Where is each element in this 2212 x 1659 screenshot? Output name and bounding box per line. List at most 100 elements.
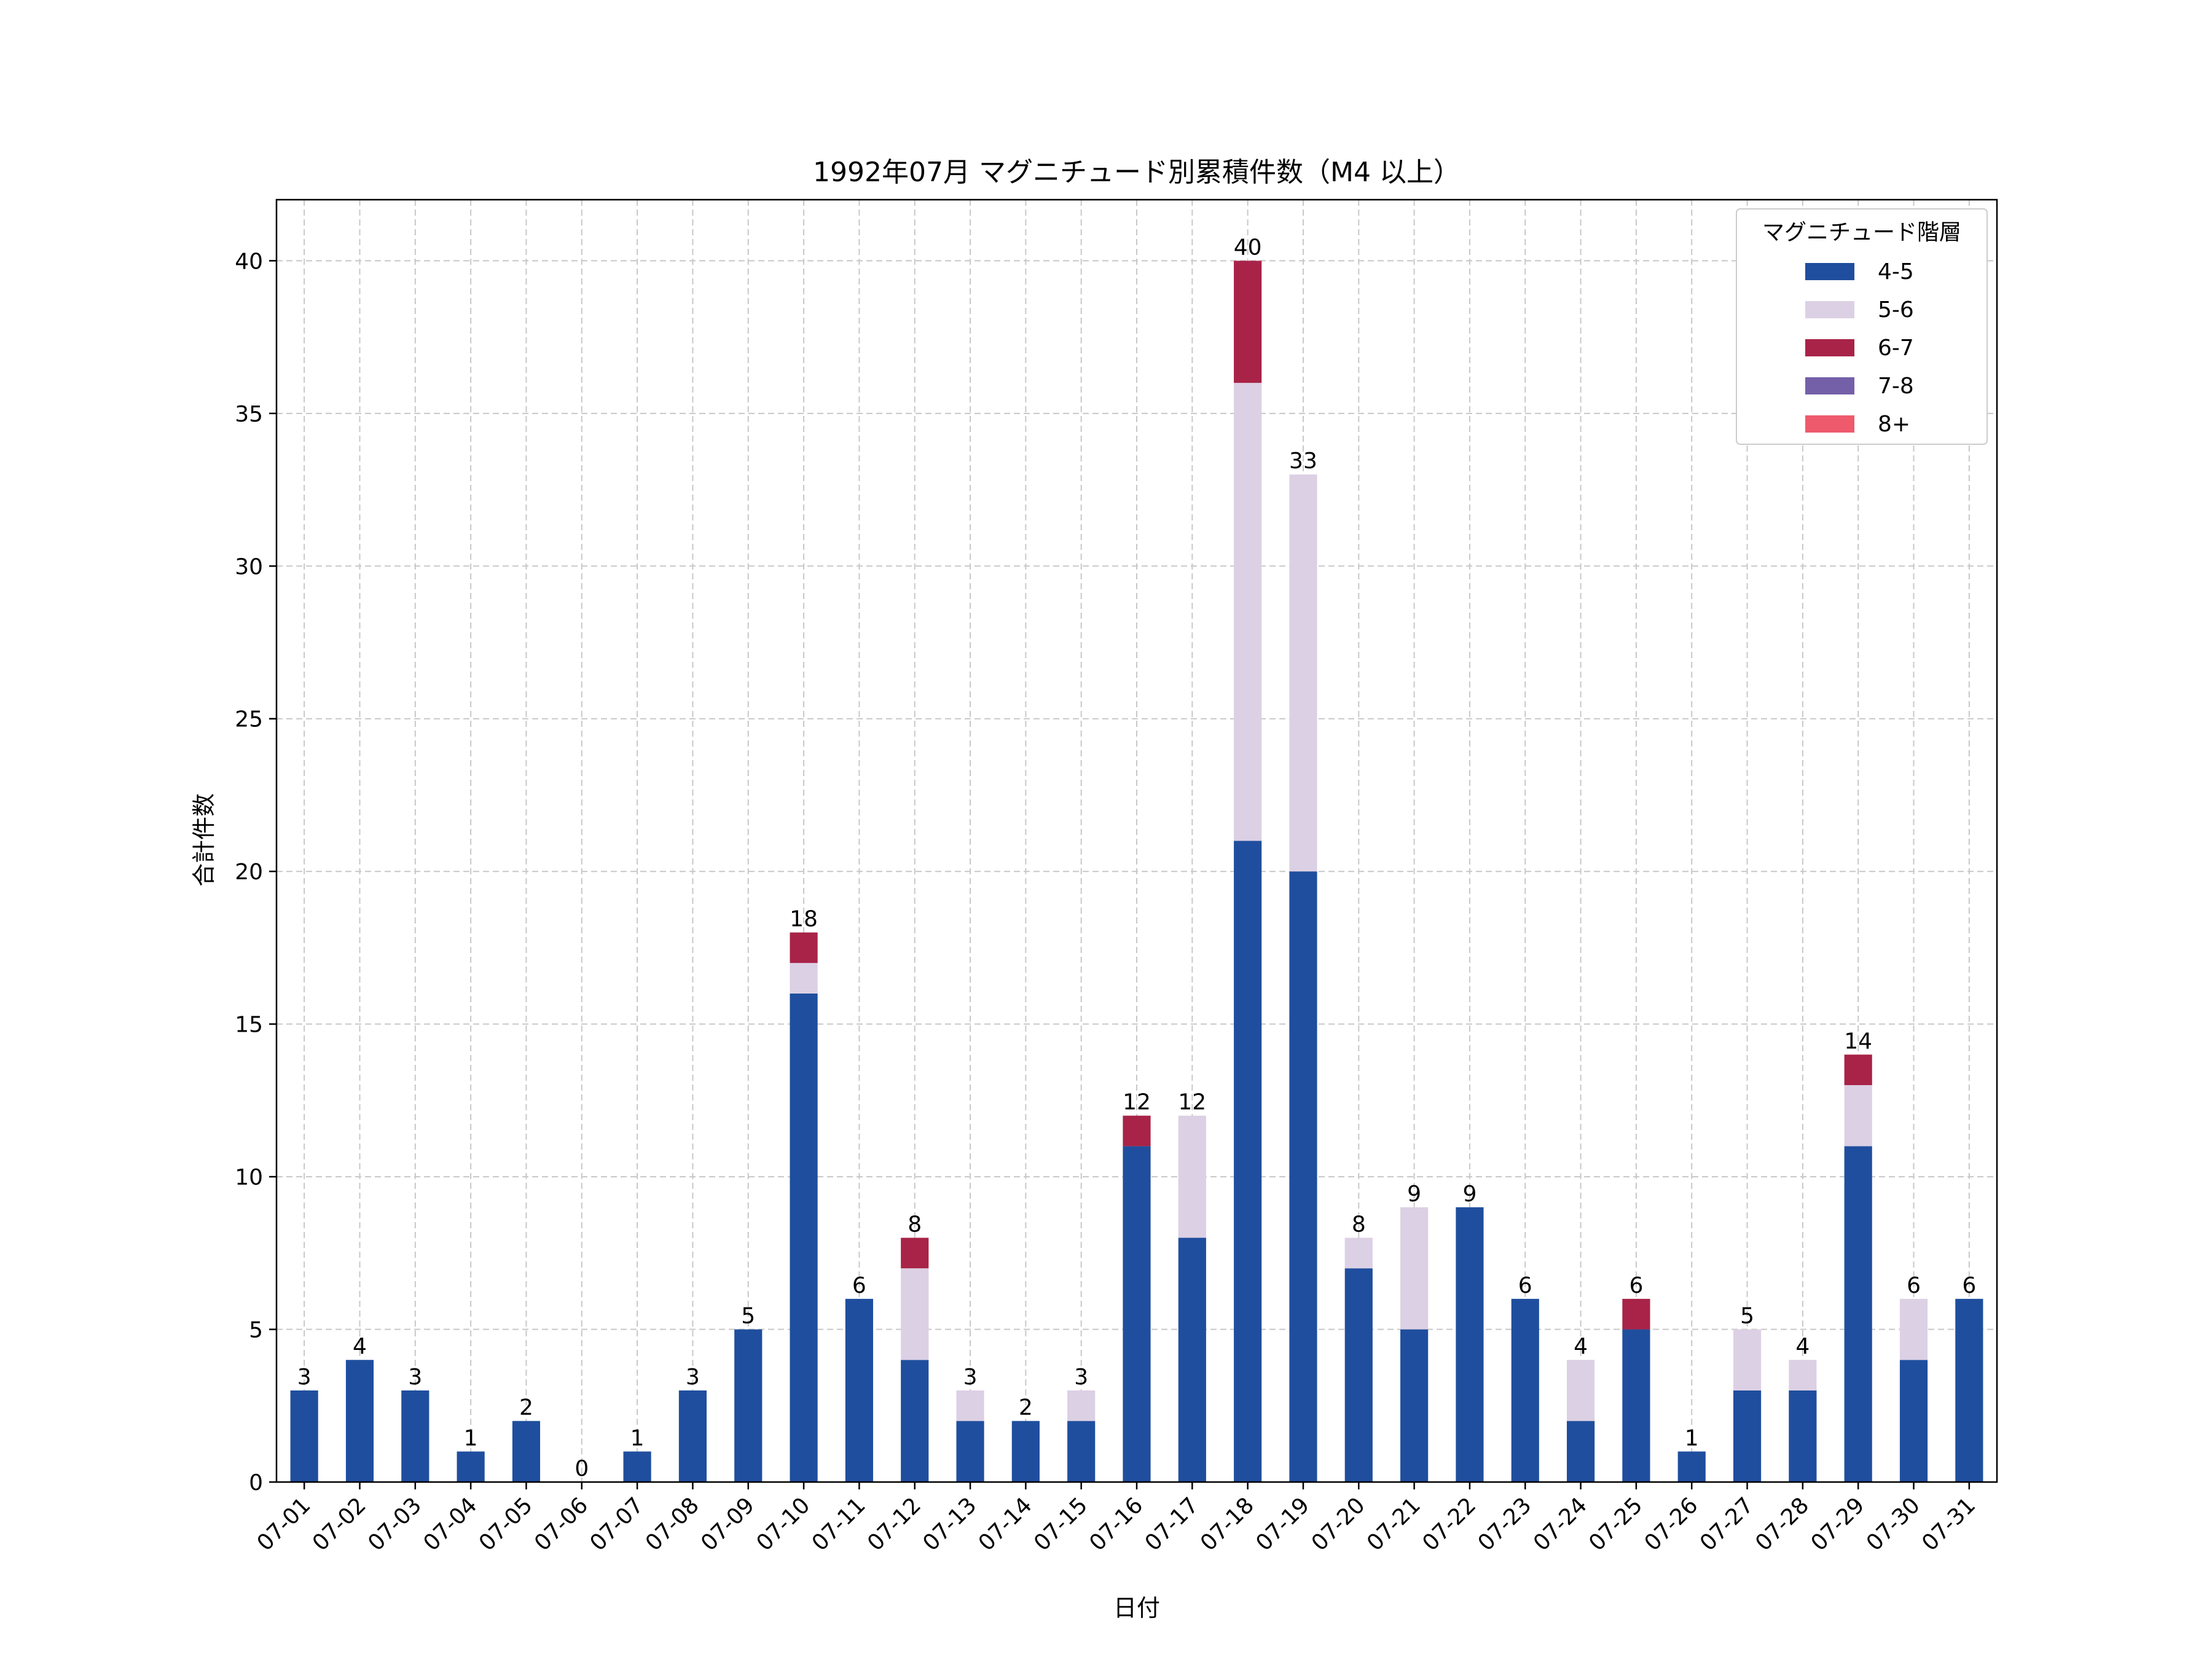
bar-segment — [1622, 1298, 1650, 1330]
bar-total-label: 6 — [1518, 1273, 1532, 1298]
bar-total-label: 9 — [1407, 1182, 1421, 1207]
bar-segment — [845, 1298, 873, 1482]
bar-segment — [1456, 1207, 1484, 1482]
bar-segment — [901, 1360, 929, 1482]
y-tick-label: 40 — [235, 249, 263, 274]
bar-segment — [901, 1268, 929, 1360]
bar-total-label: 3 — [963, 1365, 978, 1390]
bar-segment — [1567, 1360, 1595, 1421]
bar-segment — [1344, 1237, 1373, 1269]
bar-total-label: 12 — [1178, 1090, 1206, 1115]
bar-total-label: 1 — [630, 1426, 645, 1451]
bar-segment — [1178, 1237, 1206, 1482]
bar-total-label: 6 — [1907, 1273, 1921, 1298]
bar-segment — [1123, 1115, 1151, 1147]
bar-segment — [1899, 1360, 1928, 1482]
bar-segment — [1289, 474, 1317, 872]
bar-segment — [1844, 1054, 1872, 1086]
bar-segment — [1400, 1207, 1429, 1330]
legend-label: 4-5 — [1878, 259, 1914, 284]
bar-total-label: 2 — [1019, 1395, 1033, 1421]
y-tick-label: 10 — [235, 1165, 263, 1190]
bar-segment — [1567, 1421, 1595, 1482]
bar-segment — [1955, 1298, 1983, 1482]
bar-segment — [1733, 1329, 1762, 1390]
bar-total-label: 8 — [1352, 1212, 1366, 1237]
bar-total-label: 8 — [908, 1212, 922, 1237]
bar-segment — [1677, 1451, 1706, 1482]
bar-segment — [623, 1451, 651, 1482]
bar-total-label: 6 — [1962, 1273, 1976, 1298]
bar-segment — [956, 1390, 984, 1421]
bar-total-label: 3 — [408, 1365, 422, 1390]
legend-box — [1736, 208, 1988, 445]
bar-segment — [1234, 261, 1262, 383]
bar-segment — [1178, 1115, 1206, 1238]
bar-segment — [1844, 1085, 1872, 1147]
bar-total-label: 14 — [1844, 1029, 1872, 1054]
grid — [276, 200, 1997, 1483]
bar-segment — [512, 1421, 541, 1482]
bars — [290, 261, 1983, 1482]
legend-swatch — [1805, 339, 1854, 356]
legend-swatch — [1805, 263, 1854, 280]
chart-title: 1992年07月 マグニチュード別累積件数（M4 以上） — [813, 157, 1461, 188]
legend-label: 6-7 — [1878, 335, 1914, 361]
bar-segment — [1622, 1329, 1650, 1482]
bar-segment — [1899, 1298, 1928, 1360]
y-tick-label: 25 — [235, 707, 263, 732]
bar-segment — [1511, 1298, 1539, 1482]
bar-segment — [1733, 1390, 1762, 1482]
bar-total-label: 4 — [1574, 1334, 1588, 1359]
y-tick-label: 15 — [235, 1013, 263, 1038]
legend-swatch — [1805, 301, 1854, 318]
bar-segment — [1234, 383, 1262, 841]
y-axis: 0 5 10 15 20 25 30 35 40 — [235, 249, 276, 1496]
bar-segment — [901, 1237, 929, 1269]
y-tick-label: 20 — [235, 860, 263, 885]
bar-total-label: 12 — [1123, 1090, 1151, 1115]
legend-label: 7-8 — [1878, 374, 1914, 399]
y-tick-label: 35 — [235, 402, 263, 427]
bar-total-label: 1 — [1685, 1426, 1699, 1451]
x-axis-label: 日付 — [1113, 1594, 1160, 1622]
y-axis-label: 合計件数 — [190, 793, 218, 887]
bar-segment — [956, 1421, 984, 1482]
bar-total-label: 1 — [464, 1426, 478, 1451]
bar-total-label: 4 — [1795, 1334, 1810, 1359]
legend-label: 5-6 — [1878, 297, 1914, 323]
bar-segment — [290, 1390, 318, 1482]
bar-segment — [1789, 1360, 1817, 1390]
bar-segment — [790, 993, 818, 1482]
bar-total-label: 3 — [297, 1365, 312, 1390]
bar-total-label: 0 — [575, 1456, 589, 1481]
bar-segment — [790, 932, 818, 963]
bar-segment — [1400, 1329, 1429, 1482]
bar-segment — [1289, 871, 1317, 1482]
bar-total-label: 33 — [1289, 449, 1317, 474]
legend[interactable]: マグニチュード階層 4-5 5-6 6-7 7-8 8+ — [1736, 208, 1988, 445]
bar-total-label: 40 — [1234, 235, 1262, 260]
bar-segment — [790, 963, 818, 994]
bar-segment — [345, 1360, 374, 1482]
bar-segment — [457, 1451, 485, 1482]
legend-title: マグニチュード階層 — [1762, 220, 1961, 245]
bar-total-label: 5 — [1740, 1304, 1754, 1329]
legend-swatch — [1805, 415, 1854, 433]
bar-total-label: 3 — [1074, 1365, 1088, 1390]
bar-total-label: 18 — [790, 907, 818, 932]
legend-label: 8+ — [1878, 412, 1910, 437]
bar-segment — [734, 1329, 763, 1482]
legend-swatch — [1805, 377, 1854, 394]
bar-total-label: 6 — [1629, 1273, 1643, 1298]
y-tick-label: 0 — [249, 1470, 263, 1496]
bar-total-label: 9 — [1462, 1182, 1477, 1207]
bar-segment — [1011, 1421, 1040, 1482]
bar-total-label: 4 — [353, 1334, 367, 1359]
bar-total-label: 2 — [519, 1395, 533, 1421]
bar-segment — [1067, 1390, 1096, 1421]
bar-segment — [401, 1390, 429, 1482]
bar-segment — [1067, 1421, 1096, 1482]
